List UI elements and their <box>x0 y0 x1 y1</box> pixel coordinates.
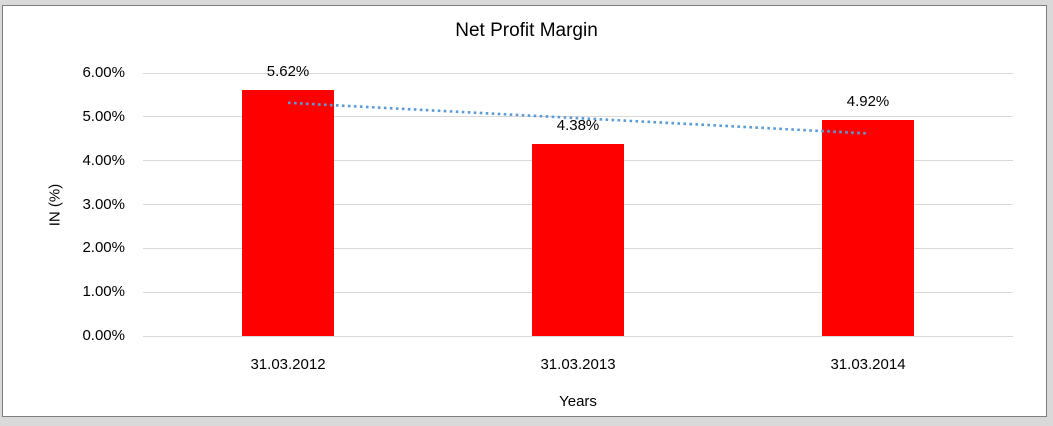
gridline <box>143 72 1013 74</box>
chart-title: Net Profit Margin <box>455 20 598 41</box>
gridline <box>143 116 1013 118</box>
trendline <box>287 101 869 135</box>
bar-data-label: 4.92% <box>846 93 890 111</box>
y-axis-tick-label: 0.00% <box>82 327 125 344</box>
x-axis-category-label: 31.03.2012 <box>250 356 326 373</box>
x-axis-category-label: 31.03.2014 <box>830 356 906 373</box>
y-axis-tick-label: 2.00% <box>82 239 125 257</box>
y-axis-tick-label: 1.00% <box>82 283 125 301</box>
bar-31.03.2012 <box>242 89 334 336</box>
y-axis-tick-label: 6.00% <box>82 64 125 81</box>
bar-data-label: 5.62% <box>266 62 310 80</box>
trendline-layer <box>287 101 869 135</box>
gridline <box>143 335 1013 337</box>
bar-31.03.2014 <box>822 120 914 336</box>
x-axis-category-label: 31.03.2013 <box>540 356 616 373</box>
x-axis-title: Years <box>559 393 597 410</box>
y-axis-tick-label: 4.00% <box>82 151 125 169</box>
plot-area: 5.62% 4.38% 4.92% <box>143 63 1013 337</box>
bar-31.03.2013 <box>532 144 624 336</box>
y-axis-tick-label: 5.00% <box>82 107 125 125</box>
bar-data-label: 4.38% <box>556 117 600 134</box>
y-axis-tick-label: 3.00% <box>82 195 125 213</box>
